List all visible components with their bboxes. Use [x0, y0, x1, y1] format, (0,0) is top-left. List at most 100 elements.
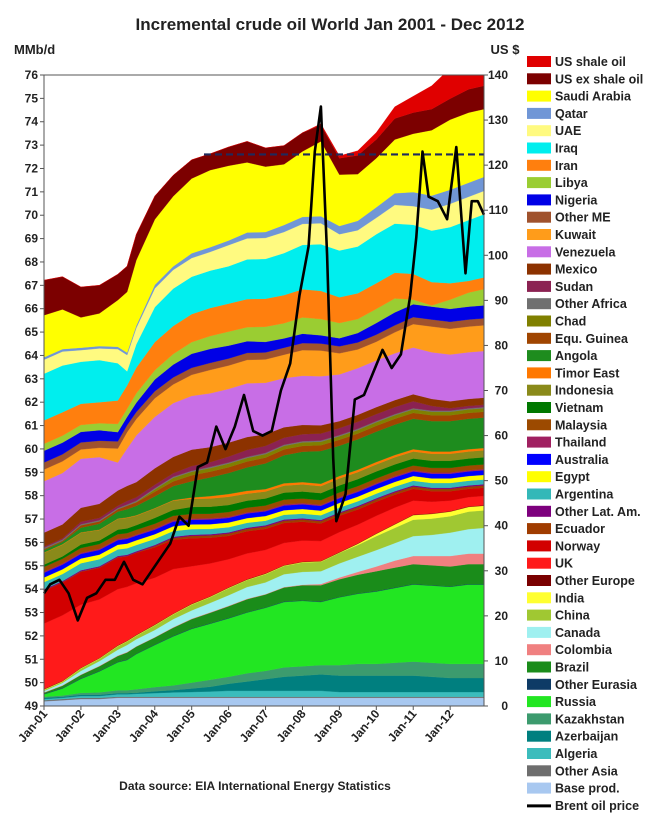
legend-item: Other Europe [527, 574, 635, 588]
x-tick-label: Jan-11 [385, 707, 420, 745]
x-tick-label: Jan-05 [163, 707, 198, 745]
legend-label: Vietnam [555, 401, 603, 415]
legend-swatch [527, 194, 551, 206]
legend-swatch [527, 350, 551, 362]
legend-item: Colombia [527, 643, 613, 657]
x-tick-label: Jan-08 [274, 707, 309, 745]
legend-label: Timor East [555, 366, 620, 380]
legend-item: China [527, 609, 591, 623]
y-left-tick-label: 69 [25, 232, 39, 246]
legend-swatch [527, 782, 551, 794]
y-left-tick-label: 53 [25, 606, 39, 620]
y-left-tick-label: 56 [25, 535, 39, 549]
y-left-tick-label: 60 [25, 442, 39, 456]
y-right-tick-label: 60 [495, 429, 509, 443]
legend-item: Equ. Guinea [527, 332, 629, 346]
legend-swatch [527, 107, 551, 119]
legend-swatch [527, 453, 551, 465]
x-tick-label: Jan-02 [52, 707, 87, 745]
legend-label: Other ME [555, 211, 611, 225]
legend-item: Kuwait [527, 228, 597, 242]
y-left-tick-label: 68 [25, 255, 39, 269]
legend-swatch [527, 142, 551, 154]
legend-item: Sudan [527, 280, 593, 294]
legend-label: Venezuela [555, 245, 616, 259]
y-left-tick-label: 65 [25, 325, 39, 339]
legend-item: Canada [527, 626, 601, 640]
legend-swatch [527, 315, 551, 327]
y-left-tick-label: 71 [25, 185, 39, 199]
legend-swatch [527, 90, 551, 102]
legend-label: Iran [555, 159, 578, 173]
legend-item: Venezuela [527, 245, 616, 259]
legend-item: Iran [527, 159, 578, 173]
legend-item: Libya [527, 176, 589, 190]
y-left-tick-label: 72 [25, 161, 39, 175]
legend-item: Egypt [527, 470, 591, 484]
legend-item: Other Asia [527, 764, 619, 778]
legend-item: Norway [527, 539, 600, 553]
legend-item: Nigeria [527, 193, 598, 207]
brent-price-line [42, 105, 486, 622]
legend-swatch [527, 56, 551, 67]
legend-label: Other Europe [555, 574, 635, 588]
legend-item: Thailand [527, 436, 606, 450]
legend-label: Egypt [555, 470, 591, 484]
y-right-tick-label: 140 [488, 68, 508, 82]
x-tick-label: Jan-12 [421, 707, 456, 745]
legend-label: Angola [555, 349, 598, 363]
legend-item: Algeria [527, 747, 598, 761]
y-left-tick-label: 57 [25, 512, 39, 526]
y-left-tick-label: 75 [25, 91, 39, 105]
legend-label: Libya [555, 176, 589, 190]
legend-label: Colombia [555, 643, 613, 657]
legend-item: Other Eurasia [527, 678, 638, 692]
legend-swatch [527, 229, 551, 240]
legend-swatch [527, 557, 551, 569]
legend-label: US shale oil [555, 55, 626, 69]
legend-swatch [527, 488, 551, 500]
legend-item: Chad [527, 315, 586, 329]
legend-swatch [527, 263, 551, 275]
legend-label: Algeria [555, 747, 598, 761]
legend-swatch [527, 125, 551, 137]
y-left-tick-label: 51 [25, 652, 39, 666]
legend-swatch [527, 523, 551, 535]
legend-item: Other ME [527, 211, 611, 225]
legend-label: Kazakhstan [555, 712, 624, 726]
legend-swatch [527, 696, 551, 708]
y-left-tick-label: 50 [25, 676, 39, 690]
legend-swatch [527, 211, 551, 223]
data-source-note: Data source: EIA International Energy St… [119, 779, 391, 793]
legend-item: Kazakhstan [527, 712, 624, 726]
legend-item: Malaysia [527, 418, 608, 432]
legend-item: UK [527, 557, 573, 571]
y-left-tick-label: 76 [25, 68, 39, 82]
legend-item: Other Africa [527, 297, 628, 311]
y-left-tick-label: 67 [25, 278, 39, 292]
legend-label: Other Africa [555, 297, 628, 311]
legend-swatch [527, 505, 551, 517]
legend-swatch [527, 367, 551, 379]
legend-label: Malaysia [555, 418, 608, 432]
legend-label: Mexico [555, 263, 598, 277]
area-base-prod [44, 697, 484, 706]
legend-swatch [527, 246, 551, 258]
y-right-tick-label: 30 [495, 564, 509, 578]
legend-label: Other Eurasia [555, 678, 638, 692]
legend-label: Indonesia [555, 384, 614, 398]
legend-item: US shale oil [527, 55, 626, 69]
legend-swatch [527, 609, 551, 621]
legend-item: Russia [527, 695, 597, 709]
legend-item: US ex shale oil [527, 72, 643, 86]
legend-label: US ex shale oil [555, 72, 643, 86]
y-left-tick-label: 70 [25, 208, 39, 222]
y-right-tick-label: 70 [495, 384, 509, 398]
legend-label: Brent oil price [555, 799, 639, 813]
y-left-tick-label: 49 [25, 699, 39, 713]
legend-swatch [527, 765, 551, 777]
legend-item: Qatar [527, 107, 588, 121]
legend-label: Other Lat. Am. [555, 505, 641, 519]
legend-item: Ecuador [527, 522, 605, 536]
